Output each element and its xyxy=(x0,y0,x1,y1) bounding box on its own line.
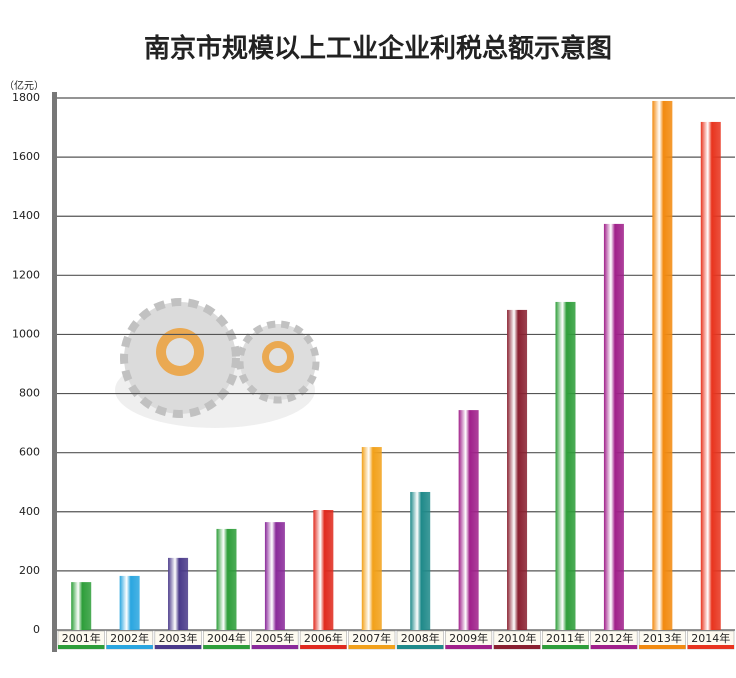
bar xyxy=(119,575,140,630)
bar xyxy=(652,100,673,630)
x-tick-label: 2003年 xyxy=(159,631,198,645)
x-tick-label: 2008年 xyxy=(401,631,440,645)
x-tick-label: 2010年 xyxy=(498,631,537,645)
x-tick-label: 2007年 xyxy=(352,631,391,645)
x-tick-label: 2004年 xyxy=(207,631,246,645)
unit-label: （亿元） xyxy=(4,79,44,92)
y-tick-label: 1600 xyxy=(12,150,40,163)
x-tick-label: 2014年 xyxy=(691,631,730,645)
y-tick-label: 1800 xyxy=(12,91,40,104)
y-tick-label: 0 xyxy=(33,623,40,636)
x-tick-label: 2013年 xyxy=(643,631,682,645)
category-stripe xyxy=(203,645,250,649)
bar xyxy=(555,301,576,630)
y-tick-label: 1000 xyxy=(12,327,40,340)
bar xyxy=(507,309,528,630)
bar xyxy=(71,582,92,630)
category-stripe xyxy=(397,645,444,649)
bar xyxy=(264,522,285,630)
category-stripe xyxy=(300,645,347,649)
bar xyxy=(313,510,334,630)
y-tick-label: 1200 xyxy=(12,268,40,281)
category-stripe xyxy=(590,645,638,649)
y-tick-label: 600 xyxy=(19,446,40,459)
category-stripe xyxy=(639,645,686,649)
x-tick-label: 2011年 xyxy=(546,631,585,645)
x-tick-label: 2001年 xyxy=(62,631,101,645)
y-tick-label: 1400 xyxy=(12,209,40,222)
category-stripe xyxy=(58,645,105,649)
bar xyxy=(216,528,237,630)
x-tick-label: 2006年 xyxy=(304,631,343,645)
x-tick-label: 2002年 xyxy=(110,631,149,645)
category-stripe xyxy=(542,645,589,649)
category-stripe xyxy=(154,645,202,649)
category-stripe xyxy=(493,645,541,649)
category-stripe xyxy=(687,645,734,649)
category-stripe xyxy=(445,645,492,649)
bar xyxy=(361,447,382,630)
y-tick-label: 200 xyxy=(19,564,40,577)
bar xyxy=(168,557,189,630)
bar xyxy=(410,491,431,630)
chart-title: 南京市规模以上工业企业利税总额示意图 xyxy=(144,33,612,64)
x-tick-label: 2005年 xyxy=(255,631,294,645)
bar xyxy=(458,410,479,630)
bar xyxy=(603,223,624,630)
gear-decoration xyxy=(115,298,320,428)
category-stripe xyxy=(106,645,153,649)
y-tick-label: 400 xyxy=(19,505,40,518)
bar xyxy=(700,121,721,630)
y-axis xyxy=(52,92,57,652)
x-tick-label: 2012年 xyxy=(594,631,633,645)
y-tick-label: 800 xyxy=(19,387,40,400)
x-tick-label: 2009年 xyxy=(449,631,488,645)
category-stripe xyxy=(348,645,395,649)
category-stripe xyxy=(251,645,299,649)
